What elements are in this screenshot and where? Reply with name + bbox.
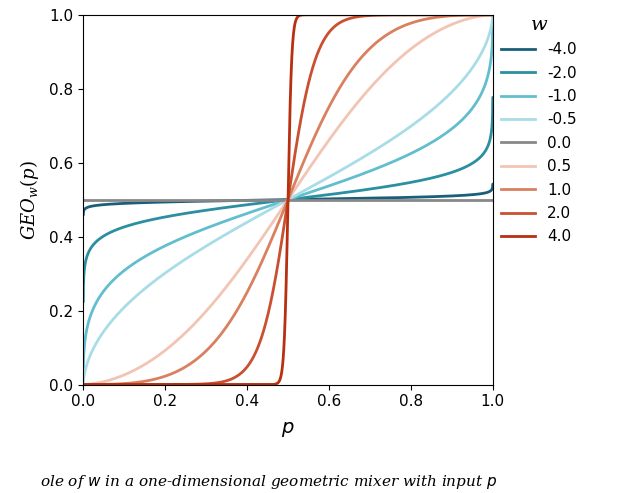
X-axis label: $p$: $p$ (281, 421, 295, 439)
Legend: -4.0, -2.0, -1.0, -0.5, 0.0, 0.5, 1.0, 2.0, 4.0: -4.0, -2.0, -1.0, -0.5, 0.0, 0.5, 1.0, 2… (501, 15, 577, 245)
Text: ole of $w$ in a one-dimensional geometric mixer with input $p$: ole of $w$ in a one-dimensional geometri… (40, 473, 497, 492)
Y-axis label: $GEO_w(p)$: $GEO_w(p)$ (18, 160, 41, 240)
